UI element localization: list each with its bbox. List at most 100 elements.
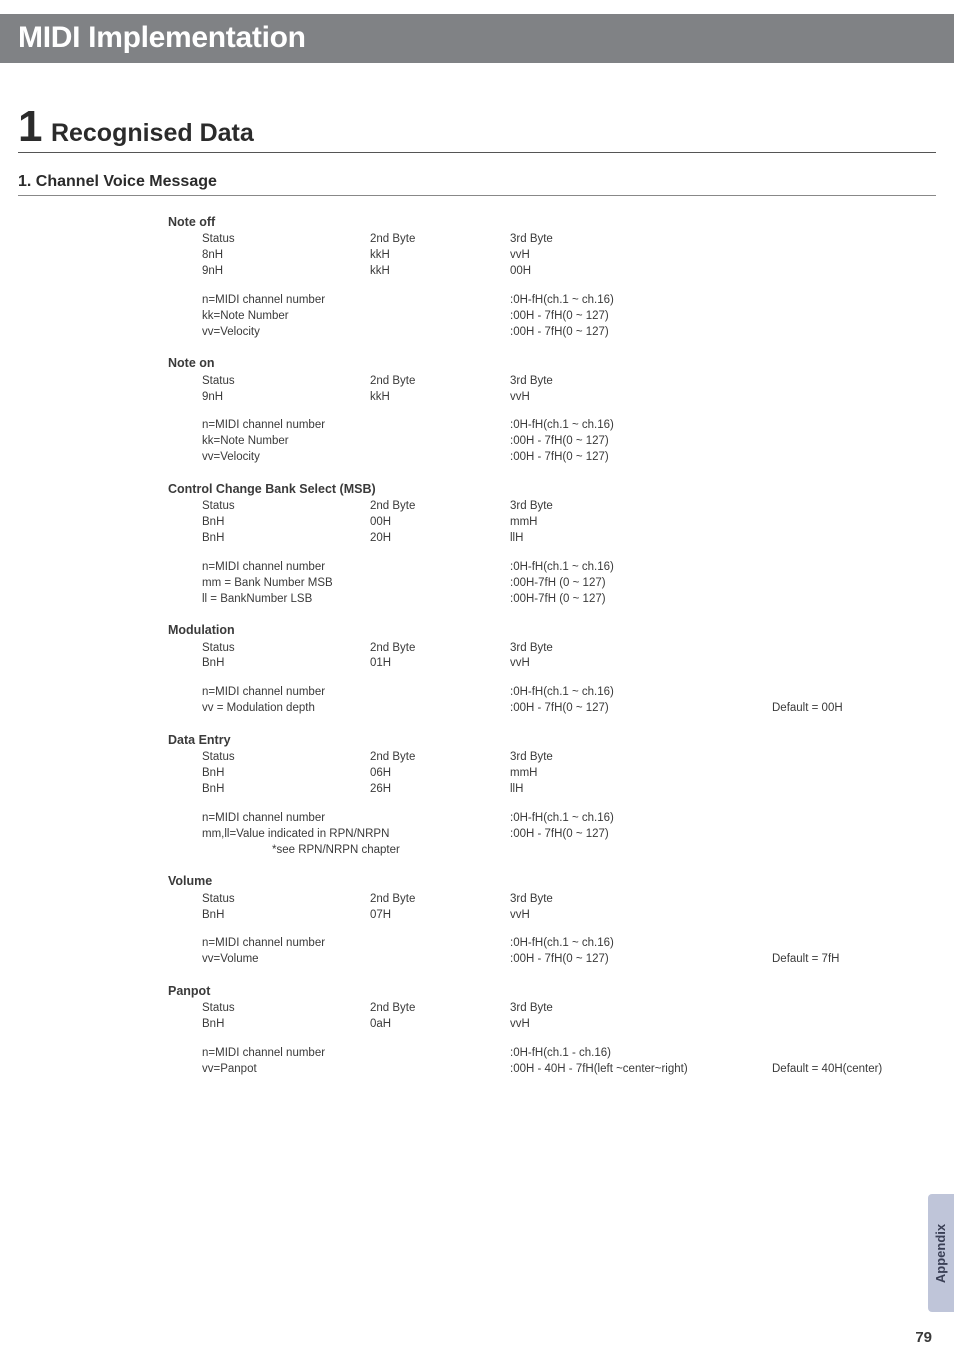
byte-cell: llH [510, 531, 772, 547]
byte-cell: kkH [370, 264, 510, 280]
definition-default: Default = 00H [772, 701, 936, 717]
definition-row: n=MIDI channel number:0H-fH(ch.1 - ch.16… [168, 1046, 936, 1062]
message-block: ModulationStatus2nd Byte3rd ByteBnH01Hvv… [168, 622, 936, 717]
definition-row: n=MIDI channel number:0H-fH(ch.1 ~ ch.16… [168, 811, 936, 827]
definition-label: n=MIDI channel number [202, 418, 510, 434]
byte-cell: BnH [202, 908, 370, 924]
byte-cell: 3rd Byte [510, 892, 772, 908]
definition-row: kk=Note Number:00H - 7fH(0 ~ 127) [168, 434, 936, 450]
title-bar: MIDI Implementation [0, 14, 954, 63]
definition-label: n=MIDI channel number [202, 560, 510, 576]
definition-label: vv=Volume [202, 952, 510, 968]
byte-cell: 3rd Byte [510, 641, 772, 657]
byte-cell: BnH [202, 782, 370, 798]
definition-label: ll = BankNumber LSB [202, 592, 510, 608]
byte-row: Status2nd Byte3rd Byte [168, 641, 936, 657]
spacer [168, 672, 936, 685]
definition-label: kk=Note Number [202, 434, 510, 450]
message-note: *see RPN/NRPN chapter [202, 843, 510, 859]
message-note-row: *see RPN/NRPN chapter [168, 843, 936, 859]
byte-cell: 3rd Byte [510, 499, 772, 515]
byte-cell: Status [202, 232, 370, 248]
definition-value: :00H - 7fH(0 ~ 127) [510, 827, 772, 843]
byte-cell: 07H [370, 908, 510, 924]
definition-default [772, 936, 936, 952]
message-block: Note onStatus2nd Byte3rd Byte9nHkkHvvHn=… [168, 355, 936, 466]
definition-label: kk=Note Number [202, 309, 510, 325]
definition-value: :00H - 7fH(0 ~ 127) [510, 450, 772, 466]
definition-default: Default = 7fH [772, 952, 936, 968]
byte-cell: 00H [370, 515, 510, 531]
byte-row: BnH01HvvH [168, 656, 936, 672]
byte-cell: 3rd Byte [510, 750, 772, 766]
definition-row: n=MIDI channel number:0H-fH(ch.1 ~ ch.16… [168, 560, 936, 576]
definition-value: :00H - 7fH(0 ~ 127) [510, 309, 772, 325]
definition-row: n=MIDI channel number:0H-fH(ch.1 ~ ch.16… [168, 293, 936, 309]
byte-cell: 9nH [202, 264, 370, 280]
definition-row: vv = Modulation depth:00H - 7fH(0 ~ 127)… [168, 701, 936, 717]
message-block: VolumeStatus2nd Byte3rd ByteBnH07HvvHn=M… [168, 873, 936, 968]
spacer [168, 798, 936, 811]
definition-value: :0H-fH(ch.1 - ch.16) [510, 1046, 772, 1062]
byte-cell: 8nH [202, 248, 370, 264]
page-title: MIDI Implementation [18, 21, 936, 55]
message-block: PanpotStatus2nd Byte3rd ByteBnH0aHvvHn=M… [168, 983, 936, 1078]
byte-cell: mmH [510, 515, 772, 531]
definition-value: :00H - 7fH(0 ~ 127) [510, 325, 772, 341]
byte-cell: Status [202, 374, 370, 390]
definition-row: n=MIDI channel number:0H-fH(ch.1 ~ ch.16… [168, 685, 936, 701]
definition-label: vv=Velocity [202, 325, 510, 341]
spacer [168, 923, 936, 936]
definition-default [772, 685, 936, 701]
definition-value: :00H-7fH (0 ~ 127) [510, 576, 772, 592]
definition-value: :00H - 7fH(0 ~ 127) [510, 952, 772, 968]
byte-cell: 2nd Byte [370, 374, 510, 390]
definition-value: :0H-fH(ch.1 ~ ch.16) [510, 685, 772, 701]
definition-value: :0H-fH(ch.1 ~ ch.16) [510, 811, 772, 827]
spacer [168, 280, 936, 293]
message-title: Data Entry [168, 732, 936, 749]
message-title: Modulation [168, 622, 936, 639]
definition-label: n=MIDI channel number [202, 1046, 510, 1062]
definition-label: vv=Panpot [202, 1062, 510, 1078]
byte-cell: vvH [510, 390, 772, 406]
byte-cell: 2nd Byte [370, 750, 510, 766]
byte-cell: vvH [510, 248, 772, 264]
byte-row: BnH26HllH [168, 782, 936, 798]
appendix-tab-label: Appendix [934, 1223, 949, 1282]
page-number: 79 [915, 1329, 932, 1346]
definition-label: mm = Bank Number MSB [202, 576, 510, 592]
byte-row: 9nHkkHvvH [168, 390, 936, 406]
definition-row: vv=Volume:00H - 7fH(0 ~ 127)Default = 7f… [168, 952, 936, 968]
byte-cell: 2nd Byte [370, 892, 510, 908]
content-area: 1 Recognised Data 1. Channel Voice Messa… [0, 105, 954, 1078]
definition-value: :0H-fH(ch.1 ~ ch.16) [510, 560, 772, 576]
byte-cell: vvH [510, 1017, 772, 1033]
byte-cell: BnH [202, 656, 370, 672]
byte-cell: vvH [510, 908, 772, 924]
byte-cell: vvH [510, 656, 772, 672]
message-block: Note offStatus2nd Byte3rd Byte8nHkkHvvH9… [168, 214, 936, 340]
spacer [168, 547, 936, 560]
message-title: Note on [168, 355, 936, 372]
definition-row: vv=Velocity:00H - 7fH(0 ~ 127) [168, 325, 936, 341]
byte-cell: 2nd Byte [370, 232, 510, 248]
message-title: Control Change Bank Select (MSB) [168, 481, 936, 498]
section-number: 1 [18, 102, 42, 151]
definition-label: n=MIDI channel number [202, 293, 510, 309]
byte-cell: Status [202, 1001, 370, 1017]
byte-row: 8nHkkHvvH [168, 248, 936, 264]
byte-cell: 01H [370, 656, 510, 672]
byte-cell: BnH [202, 515, 370, 531]
definition-row: ll = BankNumber LSB:00H-7fH (0 ~ 127) [168, 592, 936, 608]
definition-default: Default = 40H(center) [772, 1062, 936, 1078]
message-block: Data EntryStatus2nd Byte3rd ByteBnH06Hmm… [168, 732, 936, 858]
message-title: Panpot [168, 983, 936, 1000]
subsection-header: 1. Channel Voice Message [18, 173, 936, 196]
byte-cell: kkH [370, 248, 510, 264]
byte-row: BnH07HvvH [168, 908, 936, 924]
byte-cell: Status [202, 641, 370, 657]
definition-value: :00H - 7fH(0 ~ 127) [510, 434, 772, 450]
byte-cell: mmH [510, 766, 772, 782]
byte-row: BnH20HllH [168, 531, 936, 547]
